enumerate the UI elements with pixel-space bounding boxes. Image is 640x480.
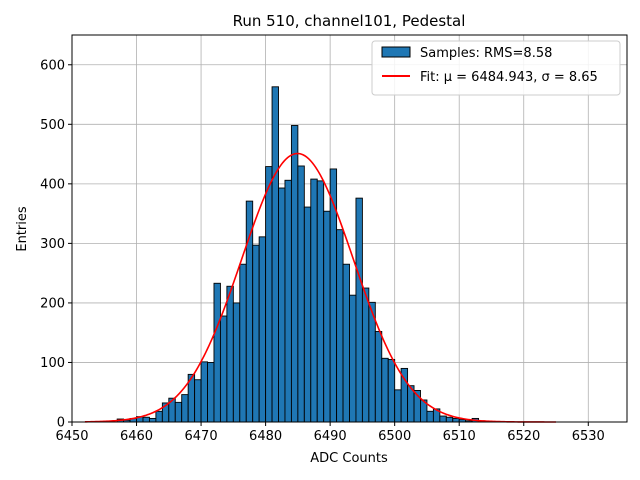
histogram-bar [155,410,163,423]
histogram-bar [439,415,447,423]
x-tick-label: 6510 [443,429,476,444]
axis-ticks: 6450 6460 6470 6480 6490 6500 6510 6520 6530 0 100… [40,58,605,444]
histogram-bar [426,410,434,423]
histogram-bar [265,166,273,423]
histogram-bars [116,86,486,423]
y-tick-label: 0 [57,416,65,431]
histogram-bar [148,417,157,423]
y-tick-label: 200 [40,296,65,311]
histogram-bar [271,86,279,423]
histogram-bar [200,361,208,423]
gaussian-fit-curve [84,152,557,423]
x-tick-label: 6530 [572,429,605,444]
y-tick-label: 500 [40,118,65,133]
x-tick-label: 6450 [55,429,88,444]
chart-title: Run 510, channel101, Pedestal [233,12,466,30]
histogram-bar [232,302,241,423]
histogram-bar [387,359,396,423]
histogram-bar [329,168,338,423]
histogram-bar [374,331,383,423]
histogram-bar [174,401,183,423]
histogram-bar [252,244,260,423]
histogram-bar [297,165,305,423]
plot-frame [71,34,628,423]
x-tick-label: 6480 [249,429,282,444]
histogram-bar [336,229,344,423]
histogram-bar [316,180,325,423]
histogram-bar [219,315,228,423]
histogram-bar [226,285,234,423]
y-tick-label: 400 [40,177,65,192]
histogram-bar [194,379,202,423]
histogram-bar [142,416,150,423]
histogram-bar [355,197,363,423]
histogram-bar [290,125,299,423]
y-tick-label: 100 [40,356,65,371]
histogram-bar [361,287,370,423]
histogram-bar [258,236,267,423]
x-axis-label: ADC Counts [310,451,388,466]
histogram-bar [303,206,312,423]
histogram-bar [278,187,286,423]
legend-histogram-swatch [381,46,411,58]
x-tick-label: 6470 [185,429,218,444]
x-tick-label: 6520 [507,429,540,444]
legend: Samples: RMS=8.58 Fit: μ = 6484.943, σ =… [371,40,621,96]
histogram-bar [349,294,357,423]
legend-box [371,40,621,96]
histogram-bar [342,263,350,423]
histogram-bar [239,263,247,423]
x-tick-label: 6460 [120,429,153,444]
y-axis-label: Entries [15,206,30,252]
histogram-bar [181,394,189,423]
histogram-bar [381,357,389,423]
histogram-bar [207,362,215,423]
histogram-bar [368,301,376,423]
y-tick-label: 300 [40,237,65,252]
x-tick-label: 6500 [378,429,411,444]
histogram-bar [445,416,454,423]
histogram-bar [310,178,318,423]
y-tick-label: 600 [40,58,65,73]
x-tick-label: 6490 [314,429,347,444]
legend-fit-label: Fit: μ = 6484.943, σ = 8.65 [420,70,598,85]
legend-histogram-label: Samples: RMS=8.58 [420,46,552,61]
histogram-bar [394,389,402,423]
histogram-bar [452,417,460,423]
histogram-bar [323,210,331,423]
histogram-bar [213,282,221,423]
histogram-bar [284,179,292,423]
